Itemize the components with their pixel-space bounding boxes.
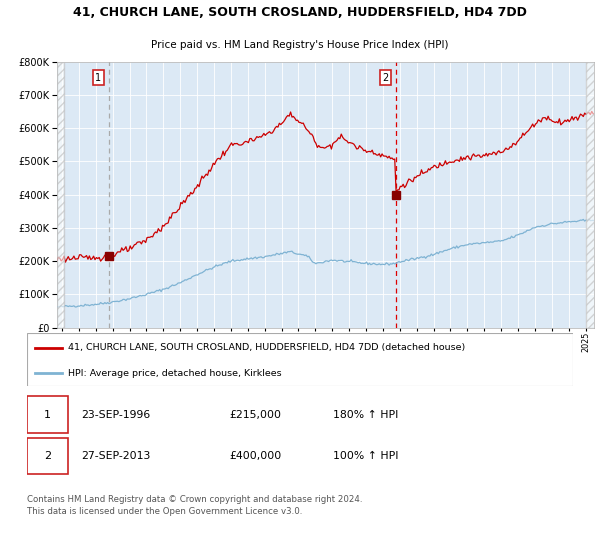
Text: £400,000: £400,000 (229, 451, 281, 461)
Text: 100% ↑ HPI: 100% ↑ HPI (333, 451, 398, 461)
Text: 1: 1 (44, 409, 51, 419)
Text: HPI: Average price, detached house, Kirklees: HPI: Average price, detached house, Kirk… (68, 368, 281, 377)
Text: 41, CHURCH LANE, SOUTH CROSLAND, HUDDERSFIELD, HD4 7DD (detached house): 41, CHURCH LANE, SOUTH CROSLAND, HUDDERS… (68, 343, 465, 352)
Bar (57, 62, 64, 328)
Text: 27-SEP-2013: 27-SEP-2013 (82, 451, 151, 461)
Bar (27, 438, 68, 474)
Text: 1: 1 (95, 73, 101, 82)
Text: 180% ↑ HPI: 180% ↑ HPI (333, 409, 398, 419)
Text: 41, CHURCH LANE, SOUTH CROSLAND, HUDDERSFIELD, HD4 7DD: 41, CHURCH LANE, SOUTH CROSLAND, HUDDERS… (73, 6, 527, 19)
Bar (27, 396, 68, 433)
Text: 2: 2 (44, 451, 51, 461)
Text: 2: 2 (382, 73, 389, 82)
Text: £215,000: £215,000 (229, 409, 281, 419)
Bar (586, 62, 596, 328)
Text: Contains HM Land Registry data © Crown copyright and database right 2024.
This d: Contains HM Land Registry data © Crown c… (27, 495, 362, 516)
Text: Price paid vs. HM Land Registry's House Price Index (HPI): Price paid vs. HM Land Registry's House … (151, 40, 449, 49)
Text: 23-SEP-1996: 23-SEP-1996 (82, 409, 151, 419)
